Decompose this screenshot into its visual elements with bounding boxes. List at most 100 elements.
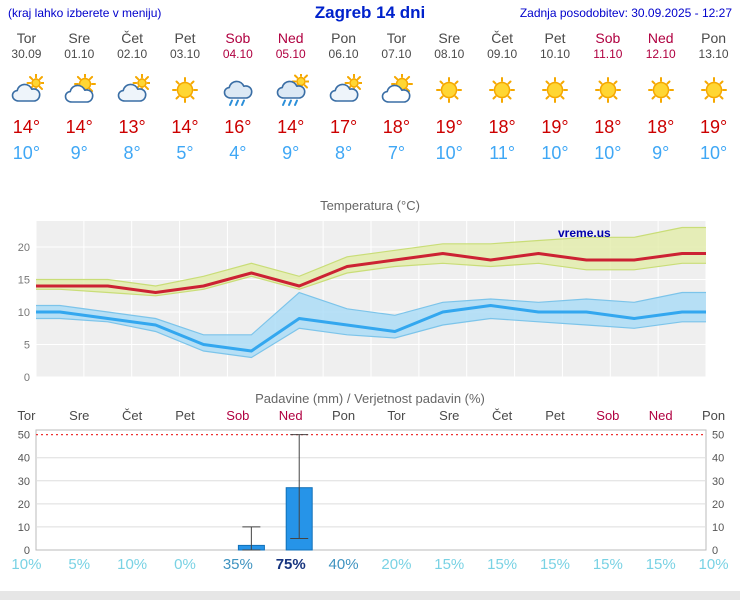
day-date: 30.09	[11, 47, 42, 61]
temp-min: 10°	[594, 143, 622, 163]
precip-probability: 15%	[645, 556, 676, 573]
day-column[interactable]: Sre 08.10 19° 10°	[423, 30, 476, 164]
precip-chart-title: Padavine (mm) / Verjetnost padavin (%)	[255, 391, 485, 406]
mostly-cloudy-icon	[106, 71, 159, 111]
day-name: Pet	[544, 30, 566, 46]
precip-probability: 15%	[434, 556, 465, 573]
temp-min: 10°	[12, 143, 41, 163]
page-title: Zagreb 14 dni	[314, 3, 426, 22]
precip-day-label: Tor	[17, 408, 36, 423]
day-name: Ned	[277, 30, 304, 46]
day-date: 11.10	[593, 47, 623, 61]
day-name: Pon	[331, 30, 357, 46]
day-name: Pet	[174, 30, 196, 46]
day-column[interactable]: Tor 07.10 18° 7°	[370, 30, 423, 164]
precip-y-tick-left: 10	[18, 522, 30, 534]
precip-day-label: Sob	[596, 408, 620, 423]
precip-probability: 20%	[381, 556, 412, 573]
temp-min: 10°	[699, 143, 728, 163]
day-date: 07.10	[381, 47, 412, 61]
temp-max: 19°	[699, 117, 728, 137]
day-column[interactable]: Ned 05.10 14° 9°	[264, 30, 317, 164]
precip-probability: 5%	[68, 556, 91, 573]
precip-probability: 0%	[174, 556, 196, 573]
day-name: Sre	[68, 30, 91, 46]
precip-y-tick-right: 30	[712, 476, 724, 488]
precip-day-label: Čet	[122, 408, 143, 423]
sun-rain-icon	[264, 71, 317, 111]
day-column[interactable]: Sre 01.10 14° 9°	[53, 30, 106, 164]
temp-min: 8°	[334, 143, 353, 163]
day-date: 09.10	[487, 47, 518, 61]
partly-cloudy-icon	[370, 71, 423, 111]
footer-bar	[0, 591, 740, 600]
day-date: 05.10	[275, 47, 306, 61]
precip-y-tick-right: 40	[712, 453, 724, 465]
precip-day-label: Tor	[387, 408, 406, 423]
temp-max: 13°	[118, 117, 146, 137]
day-column[interactable]: Ned 12.10 18° 9°	[634, 30, 687, 164]
temp-min: 9°	[70, 143, 88, 163]
menu-hint[interactable]: (kraj lahko izberete v meniju)	[8, 6, 162, 20]
temp-max: 14°	[277, 117, 305, 137]
temp-y-tick: 10	[18, 307, 30, 319]
sunny-icon	[687, 71, 740, 111]
precip-probability: 15%	[592, 556, 623, 573]
sunny-icon	[581, 71, 634, 111]
precip-day-label: Sre	[69, 408, 90, 423]
temp-min: 9°	[652, 143, 670, 163]
day-date: 04.10	[222, 47, 253, 61]
temp-max: 18°	[594, 117, 622, 137]
temp-max-range	[36, 227, 706, 296]
day-column[interactable]: Pet 10.10 19° 10°	[529, 30, 582, 164]
precip-probability: 75%	[275, 556, 306, 573]
precip-day-label: Ned	[278, 408, 303, 423]
mostly-cloudy-icon	[0, 71, 53, 111]
temp-max: 18°	[647, 117, 675, 137]
day-column[interactable]: Čet 02.10 13° 8°	[106, 30, 159, 164]
precip-y-tick-right: 20	[712, 499, 724, 511]
temp-min: 10°	[541, 143, 569, 163]
day-column[interactable]: Čet 09.10 18° 11°	[476, 30, 529, 164]
day-name: Sre	[438, 30, 461, 46]
precipitation-chart: 0 0 10 10 20 20 30 30 40 40 50 50	[18, 429, 724, 556]
temp-min-range	[36, 292, 706, 358]
sunny-icon	[476, 71, 529, 111]
temp-max: 19°	[541, 117, 569, 137]
temp-min: 4°	[229, 143, 247, 163]
day-name: Čet	[491, 30, 514, 46]
forecast-strip: Tor 30.09 14° 10° Sre 01.10 14° 9° Čet 02.10 13° 8°…	[0, 30, 740, 164]
watermark-link[interactable]: vreme.us	[558, 226, 611, 240]
temperature-chart-title: Temperatura (°C)	[320, 198, 420, 213]
day-column[interactable]: Sob 04.10 16° 4°	[211, 30, 264, 164]
temp-min: 5°	[176, 143, 194, 163]
day-column[interactable]: Pet 03.10 14° 5°	[159, 30, 212, 164]
temp-max: 14°	[171, 117, 199, 137]
sunny-icon	[423, 71, 476, 111]
day-column[interactable]: Pon 06.10 17° 8°	[317, 30, 370, 164]
partly-cloudy-icon	[53, 71, 106, 111]
day-name: Ned	[647, 30, 674, 46]
temp-min: 10°	[435, 143, 463, 163]
precip-y-tick-right: 10	[712, 522, 724, 534]
precip-y-tick-left: 30	[18, 476, 30, 488]
precip-probability-row: 10% 5% 10% 0% 35% 75% 40% 20% 15% 15% 15% 15% 15% 10%	[0, 556, 740, 573]
day-date: 10.10	[539, 47, 570, 61]
precip-y-tick-left: 0	[24, 545, 30, 556]
sunny-icon	[159, 71, 212, 111]
day-name: Sob	[595, 30, 621, 46]
precip-y-tick-left: 40	[18, 453, 30, 465]
day-column[interactable]: Sob 11.10 18° 10°	[581, 30, 634, 164]
precip-probability: 10%	[117, 556, 148, 573]
temp-max: 17°	[329, 117, 358, 137]
precip-y-tick-right: 50	[712, 430, 724, 442]
day-column[interactable]: Pon 13.10 19° 10°	[687, 30, 740, 164]
day-date: 03.10	[169, 47, 200, 61]
day-name: Pon	[701, 30, 727, 46]
precip-day-label: Sre	[439, 408, 460, 423]
last-updated: Zadnja posodobitev: 30.09.2025 - 12:27	[519, 6, 732, 20]
day-column[interactable]: Tor 30.09 14° 10°	[0, 30, 53, 164]
day-date: 13.10	[698, 47, 729, 61]
day-name: Čet	[121, 30, 144, 46]
temp-y-tick: 0	[24, 372, 30, 384]
